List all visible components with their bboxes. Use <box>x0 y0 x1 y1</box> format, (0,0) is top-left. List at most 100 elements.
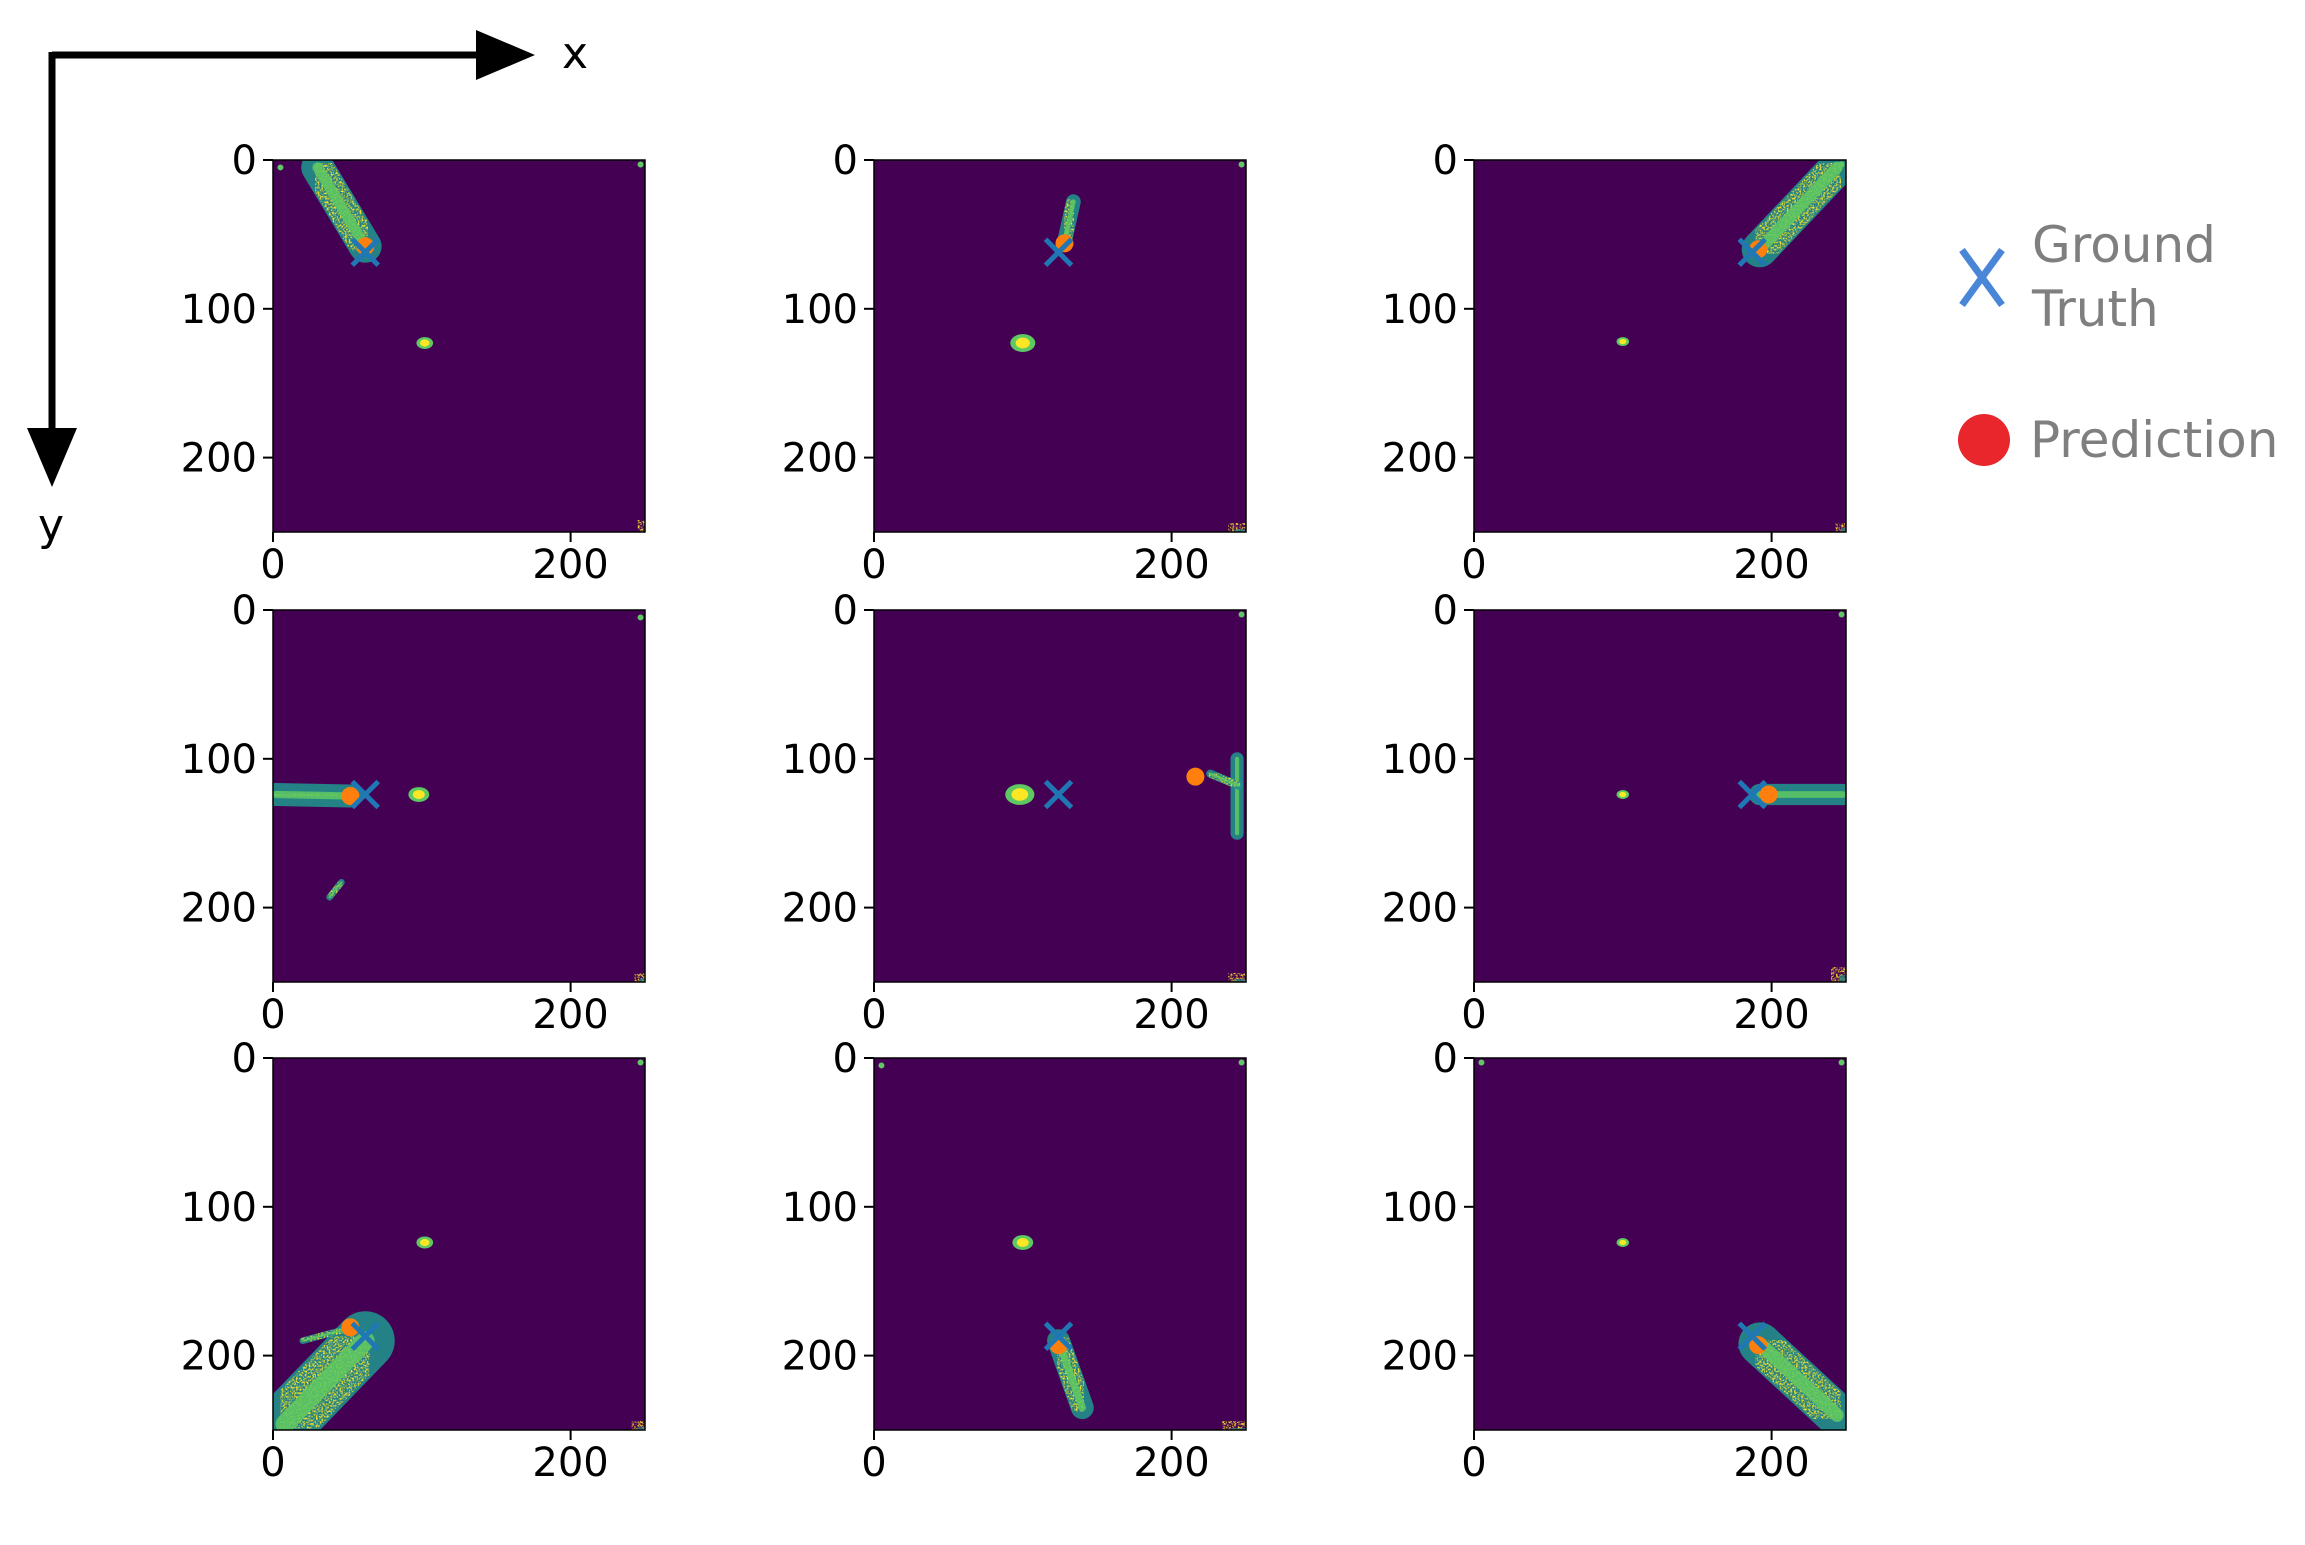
heat-dot <box>1238 1059 1245 1066</box>
heat-dot <box>277 164 284 171</box>
heat-dot <box>1838 611 1845 618</box>
axes-frame <box>272 159 646 533</box>
heat-corner <box>1222 1421 1246 1430</box>
x-tick-label: 200 <box>1733 542 1809 588</box>
heat-corner-shade <box>1234 529 1246 532</box>
ground-truth-marker <box>1737 237 1768 268</box>
y-arrow-head <box>27 428 77 487</box>
y-tick-label: 100 <box>1382 737 1458 783</box>
ground-truth-marker <box>1737 1321 1768 1352</box>
heat-corner <box>1835 523 1846 532</box>
x-tick-label: 200 <box>532 1440 608 1486</box>
y-tick-label: 0 <box>1433 588 1458 634</box>
heat-dot <box>878 1062 885 1069</box>
heat-streak-core <box>301 1327 349 1342</box>
heat-dot <box>1838 1059 1845 1066</box>
x-tick-label: 200 <box>1133 1440 1209 1486</box>
x-tick-label: 0 <box>861 1440 886 1486</box>
heatmap-blobs <box>273 614 645 982</box>
ground-truth-marker <box>350 779 381 810</box>
heat-dot <box>637 1059 644 1066</box>
y-tick-label: 200 <box>782 1334 858 1380</box>
x-tick-label: 0 <box>260 992 285 1038</box>
prediction-marker <box>1759 785 1778 804</box>
heat-corner <box>1831 967 1846 982</box>
heat-streak-core <box>1752 1336 1844 1422</box>
panel-8: 0 100 200 0 200 <box>782 1036 1247 1486</box>
x-arrow-head <box>476 30 535 80</box>
heatmap-blobs <box>1005 611 1246 982</box>
x-tick-label: 200 <box>532 992 608 1038</box>
y-tick-label: 100 <box>1382 287 1458 333</box>
panel-3: 0 100 200 0 200 <box>1382 138 1847 588</box>
y-tick-label: 200 <box>782 436 858 482</box>
heat-corner-shade <box>637 1427 645 1430</box>
y-tick-label: 0 <box>833 138 858 184</box>
x-tick-label: 0 <box>260 542 285 588</box>
x-tick-label: 0 <box>1461 542 1486 588</box>
legend: Ground Truth Prediction <box>1958 216 2278 469</box>
x-tick-label: 200 <box>1733 992 1809 1038</box>
y-tick-label: 200 <box>181 886 257 932</box>
heat-streak-core <box>1753 161 1843 256</box>
x-tick-label: 0 <box>260 1440 285 1486</box>
axes-frame <box>873 1057 1247 1431</box>
axes-frame <box>1473 609 1847 983</box>
heat-corner <box>634 973 645 982</box>
heat-dot <box>637 614 644 621</box>
heat-spot-core <box>420 1238 430 1247</box>
x-tick-label: 200 <box>1133 992 1209 1038</box>
heat-dot <box>1478 1059 1485 1066</box>
axes-frame <box>873 159 1247 533</box>
heat-spot-core <box>1619 1239 1627 1246</box>
heat-spot-core <box>412 790 425 799</box>
ground-truth-marker <box>1043 779 1074 810</box>
heat-streak-core <box>275 1331 375 1430</box>
y-tick-label: 200 <box>1382 1334 1458 1380</box>
prediction-marker <box>341 787 360 805</box>
heatmap-blobs <box>1478 1059 1846 1430</box>
heat-corner <box>637 520 645 532</box>
axes-frame <box>1473 1057 1847 1431</box>
panel-2: 0 100 200 0 200 <box>782 138 1247 588</box>
y-tick-label: 0 <box>833 588 858 634</box>
ground-truth-marker <box>1043 1321 1074 1352</box>
ground-truth-legend-label-line2: Truth <box>2031 280 2159 338</box>
heat-spot-core <box>1011 788 1029 801</box>
heatmap-background <box>874 160 1246 532</box>
x-tick-label: 200 <box>1133 542 1209 588</box>
heat-streak-core <box>312 162 371 252</box>
y-tick-label: 200 <box>1382 886 1458 932</box>
ground-truth-marker <box>1043 237 1074 268</box>
y-tick-label: 0 <box>232 138 257 184</box>
panel-4: 0 100 200 0 200 <box>181 588 646 1038</box>
y-tick-label: 100 <box>782 287 858 333</box>
x-tick-label: 0 <box>1461 992 1486 1038</box>
heat-streak-core <box>1208 772 1240 787</box>
axes-frame <box>1473 159 1847 533</box>
y-tick-label: 100 <box>181 1185 257 1231</box>
panel-9: 0 100 200 0 200 <box>1382 1036 1847 1486</box>
ground-truth-legend-label-line1: Ground <box>2032 216 2216 274</box>
heat-dot <box>637 161 644 168</box>
heat-streak-core <box>328 881 343 899</box>
y-tick-label: 100 <box>1382 1185 1458 1231</box>
x-tick-label: 200 <box>1733 1440 1809 1486</box>
heatmap-grid: 0 100 200 0 200 0 100 200 0 200 0 100 200 0 200 0 100 200… <box>181 138 1847 1486</box>
panel-1: 0 100 200 0 200 <box>181 138 646 588</box>
heat-spot-core <box>1619 791 1627 798</box>
y-tick-label: 0 <box>1433 138 1458 184</box>
heatmap-blobs <box>1010 161 1246 532</box>
axes-frame <box>873 609 1247 983</box>
y-tick-label: 200 <box>1382 436 1458 482</box>
heat-spot-core <box>1619 338 1627 345</box>
y-tick-label: 0 <box>833 1036 858 1082</box>
heat-corner-shade <box>639 978 645 982</box>
axes-frame <box>272 1057 646 1431</box>
y-direction-label: y <box>38 500 64 551</box>
ground-truth-marker <box>350 1321 381 1352</box>
y-tick-label: 100 <box>782 737 858 783</box>
heatmap-blobs <box>1616 160 1846 532</box>
ground-truth-legend-marker <box>1959 247 2005 308</box>
